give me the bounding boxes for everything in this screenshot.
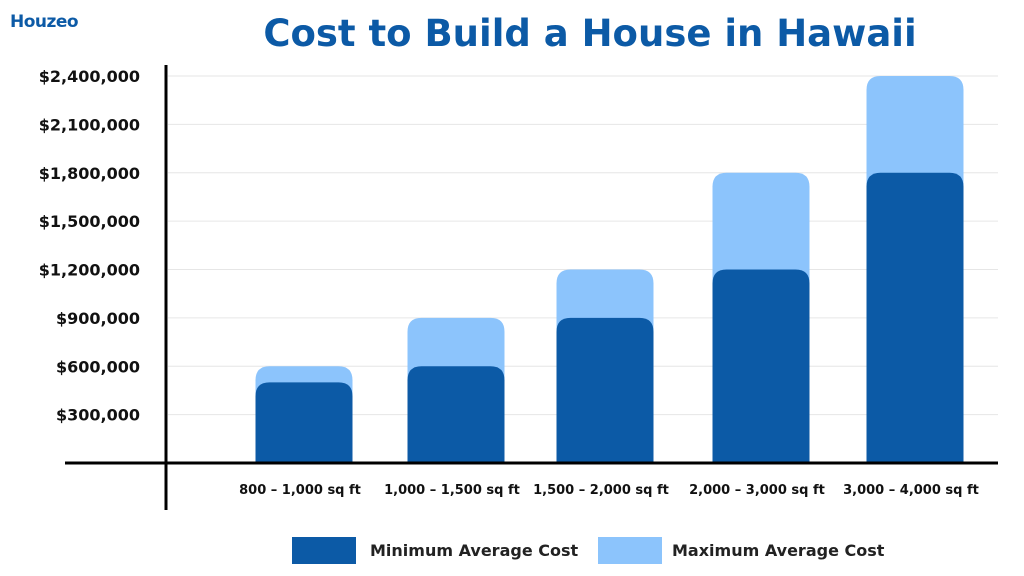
y-tick-label: $1,200,000 xyxy=(39,261,140,280)
y-tick-label: $1,500,000 xyxy=(39,212,140,231)
legend-swatch xyxy=(598,537,662,564)
x-tick-label: 1,500 – 2,000 sq ft xyxy=(533,483,669,498)
chart-title: Cost to Build a House in Hawaii xyxy=(263,12,917,55)
bar-minimum-average-cost xyxy=(866,172,964,463)
y-tick-label: $1,800,000 xyxy=(39,164,140,183)
x-tick-label: 3,000 – 4,000 sq ft xyxy=(843,483,979,498)
bar-minimum-average-cost xyxy=(407,366,505,463)
legend-swatch xyxy=(292,537,356,564)
y-tick-label: $2,400,000 xyxy=(39,67,140,86)
y-tick-label: $300,000 xyxy=(56,406,140,425)
x-tick-label: 800 – 1,000 sq ft xyxy=(239,483,361,498)
x-tick-label: 1,000 – 1,500 sq ft xyxy=(384,483,520,498)
y-tick-label: $600,000 xyxy=(56,357,140,376)
houzeo-logo: Houzeo xyxy=(10,12,79,32)
x-tick-label: 2,000 – 3,000 sq ft xyxy=(689,483,825,498)
bar-minimum-average-cost xyxy=(255,382,353,463)
y-tick-label: $900,000 xyxy=(56,309,140,328)
y-tick-label: $2,100,000 xyxy=(39,115,140,134)
bar-minimum-average-cost xyxy=(556,317,654,463)
bar-minimum-average-cost xyxy=(712,269,810,463)
legend-label: Minimum Average Cost xyxy=(370,541,579,560)
legend-label: Maximum Average Cost xyxy=(672,541,885,560)
